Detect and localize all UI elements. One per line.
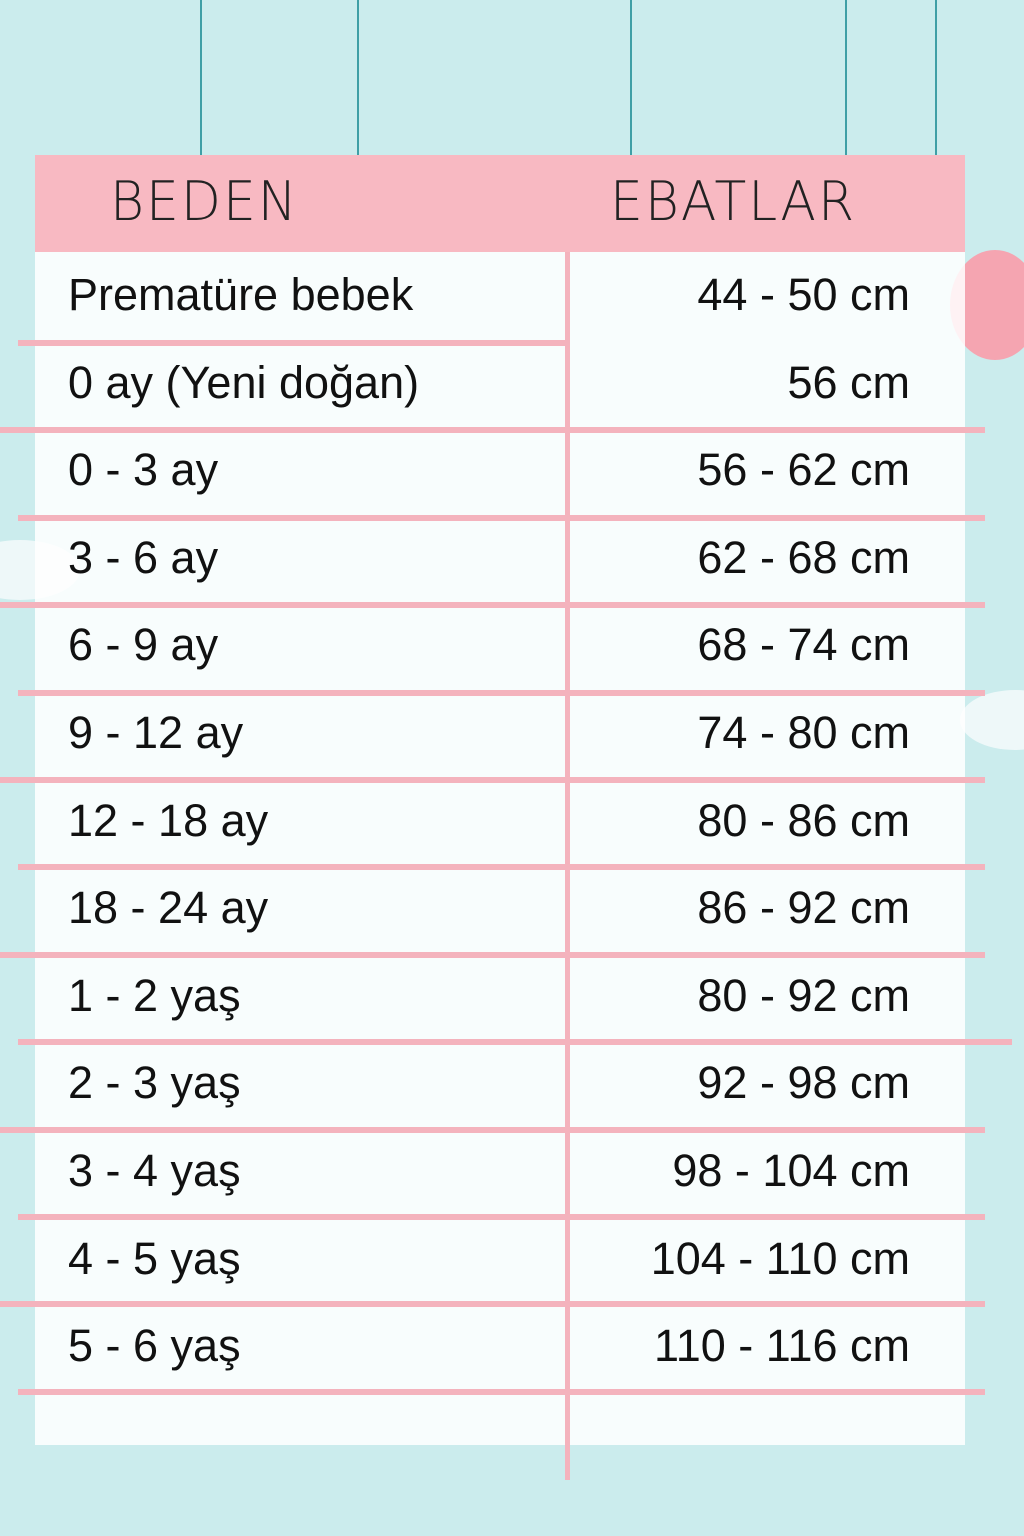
row-divider <box>0 602 985 609</box>
hanging-string <box>200 0 202 160</box>
size-cell: 5 - 6 yaş <box>68 1320 241 1372</box>
dimension-cell: 98 - 104 cm <box>672 1145 910 1196</box>
size-cell: 2 - 3 yaş <box>68 1057 241 1109</box>
row-divider <box>18 514 985 521</box>
header-dimension: EBATLAR <box>610 170 857 234</box>
dimension-cell: 86 - 92 cm <box>697 882 910 934</box>
hanging-string <box>935 0 937 160</box>
dimension-cell: 104 - 110 cm <box>650 1232 910 1284</box>
row-divider <box>0 1126 985 1133</box>
header-size: BEDEN <box>110 170 299 234</box>
size-cell: 1 - 2 yaş <box>68 969 241 1021</box>
size-cell: 3 - 4 yaş <box>68 1145 241 1196</box>
size-cell: 12 - 18 ay <box>68 794 269 846</box>
hanging-string <box>845 0 847 160</box>
dimension-cell: 68 - 74 cm <box>697 619 910 671</box>
dimension-cell: 56 - 62 cm <box>697 444 910 496</box>
size-cell: 3 - 6 ay <box>68 531 219 583</box>
dimension-cell: 80 - 92 cm <box>697 969 910 1021</box>
size-cell: 18 - 24 ay <box>68 882 269 934</box>
row-divider <box>0 427 985 434</box>
row-divider <box>18 340 570 346</box>
size-chart-panel <box>35 155 965 1445</box>
size-cell: 6 - 9 ay <box>68 619 219 671</box>
decorative-cloud <box>960 690 1024 750</box>
size-cell: 0 ay (Yeni doğan) <box>68 356 420 408</box>
dimension-cell: 92 - 98 cm <box>697 1057 910 1109</box>
dimension-cell: 44 - 50 cm <box>697 269 910 320</box>
row-divider <box>18 1039 1012 1046</box>
row-divider <box>18 864 985 871</box>
hanging-string <box>357 0 359 160</box>
hanging-string <box>630 0 632 160</box>
table-header <box>35 155 965 252</box>
row-divider <box>0 777 985 783</box>
row-divider <box>18 689 985 696</box>
dimension-cell: 56 cm <box>787 356 910 408</box>
size-cell: 9 - 12 ay <box>68 707 244 758</box>
row-divider <box>18 1214 985 1220</box>
row-divider <box>18 1388 985 1395</box>
size-cell: Prematüre bebek <box>68 269 414 320</box>
dimension-cell: 74 - 80 cm <box>697 707 910 758</box>
dimension-cell: 80 - 86 cm <box>697 794 910 846</box>
row-divider <box>0 951 985 958</box>
row-divider <box>0 1301 985 1308</box>
dimension-cell: 62 - 68 cm <box>697 531 910 583</box>
dimension-cell: 110 - 116 cm <box>654 1320 910 1372</box>
size-cell: 4 - 5 yaş <box>68 1232 241 1284</box>
size-cell: 0 - 3 ay <box>68 444 219 496</box>
